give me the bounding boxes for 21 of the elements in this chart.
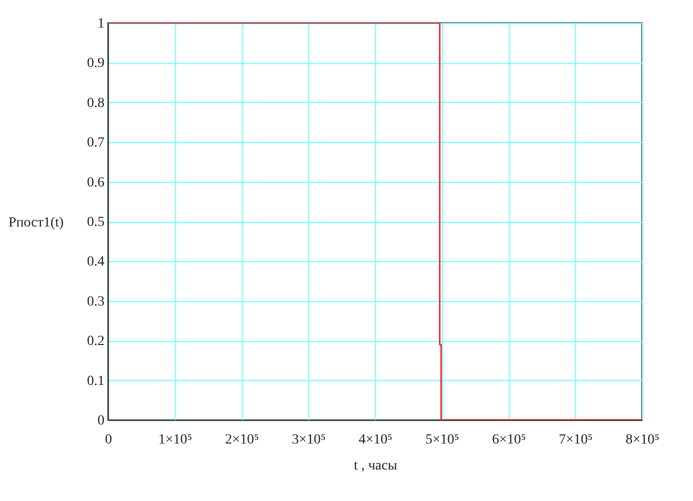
y-tick-label: 0 [98,414,104,428]
y-axis-title: Рпост1(t) [8,216,64,230]
x-tick-label: 8×10⁵ [626,432,660,448]
x-tick-label: 5×10⁵ [425,432,460,448]
y-tick-label: 0.2 [87,334,104,350]
x-tick-label: 4×10⁵ [358,432,393,448]
y-tick-label: 0.5 [87,215,104,230]
y-tick-label: 0.6 [87,175,104,190]
y-tick-label: 0.7 [87,136,104,151]
x-tick-label: 1×10⁵ [158,432,192,448]
x-tick-label: 7×10⁵ [558,432,593,448]
y-tick-label: 0.4 [87,254,104,270]
x-tick-label: 6×10⁵ [492,432,526,448]
y-tick-label: 0.3 [87,294,104,310]
x-tick-label: 2×10⁵ [225,432,260,448]
y-tick-label: 0.8 [87,96,104,111]
y-tick-label: 0.9 [87,56,104,72]
y-tick-label: 0.1 [87,374,104,389]
x-axis-title: t , часы [354,458,398,474]
x-tick-label: 3×10⁵ [292,432,326,448]
y-tick-label: 1 [98,16,104,32]
